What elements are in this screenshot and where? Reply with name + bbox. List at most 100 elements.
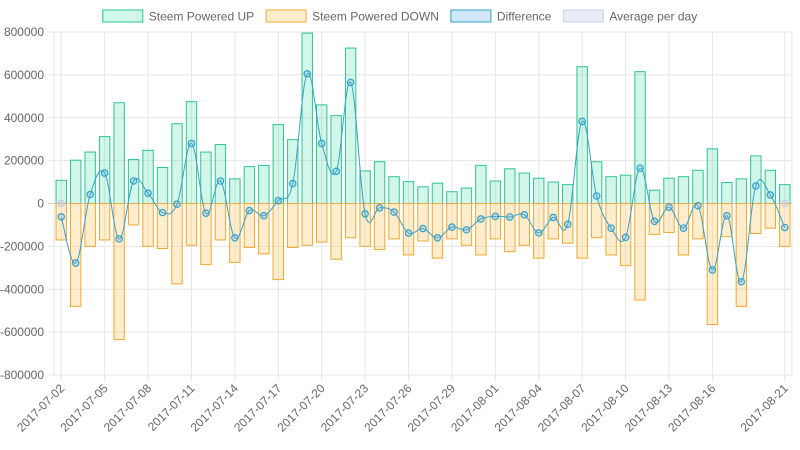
bar[interactable] [156,203,169,250]
data-point[interactable] [187,139,196,148]
data-point[interactable] [332,167,340,176]
bar[interactable] [417,186,429,204]
data-point[interactable] [57,199,66,208]
bar[interactable] [706,203,719,326]
legend-item[interactable]: Steem Powered DOWN [265,9,439,24]
bar[interactable] [69,159,82,204]
bar[interactable] [344,47,357,204]
data-point[interactable] [650,217,659,226]
bar[interactable] [504,168,516,205]
bar[interactable] [721,203,733,238]
data-point[interactable] [158,208,167,217]
data-point[interactable] [144,189,152,198]
bar[interactable] [113,102,125,204]
bar[interactable] [69,203,82,307]
data-point[interactable] [115,235,123,243]
data-point[interactable] [57,212,66,221]
data-point[interactable] [202,209,210,217]
data-point[interactable] [665,203,673,211]
bar[interactable] [359,203,371,247]
data-point[interactable] [723,211,731,220]
data-point[interactable] [592,192,601,200]
bar[interactable] [330,203,342,260]
bar[interactable] [460,203,473,246]
bar[interactable] [84,203,96,247]
data-point[interactable] [462,226,471,234]
data-point[interactable] [260,211,268,220]
data-point[interactable] [506,213,514,221]
bar[interactable] [692,203,704,240]
bar[interactable] [518,203,531,246]
data-point[interactable] [636,164,644,172]
bar[interactable] [98,203,111,241]
bar[interactable] [373,203,386,251]
bar[interactable] [55,203,67,241]
data-point[interactable] [578,117,586,126]
data-point[interactable] [129,177,138,185]
data-point[interactable] [173,200,181,208]
bar[interactable] [489,180,502,205]
data-point[interactable] [780,199,789,208]
bar[interactable] [692,169,704,205]
bar[interactable] [301,203,313,246]
bar[interactable] [677,203,690,256]
bar[interactable] [388,176,400,204]
bar[interactable] [605,176,617,204]
bar[interactable] [330,115,342,204]
bar[interactable] [764,203,777,229]
bar[interactable] [200,151,212,205]
bar[interactable] [721,181,733,205]
bar[interactable] [272,203,285,281]
bar[interactable] [446,203,458,240]
data-point[interactable] [534,229,543,237]
bar[interactable] [402,181,415,204]
bar[interactable] [229,178,241,205]
data-point[interactable] [346,78,355,87]
bar[interactable] [258,164,270,204]
bar[interactable] [214,144,227,204]
bar[interactable] [648,189,661,205]
bar[interactable] [634,203,646,301]
data-point[interactable] [216,177,225,185]
bar[interactable] [504,203,516,253]
data-point[interactable] [86,190,94,199]
data-point[interactable] [375,203,384,212]
bar[interactable] [156,166,169,204]
data-point[interactable] [303,70,312,78]
bar[interactable] [214,203,227,241]
data-point[interactable] [100,169,109,177]
data-point[interactable] [621,233,630,242]
bar[interactable] [619,174,632,204]
bar[interactable] [315,203,328,243]
bar[interactable] [663,177,675,204]
legend-item[interactable]: Average per day [562,9,697,24]
legend[interactable]: Steem Powered UP Steem Powered DOWN Differ… [102,9,697,24]
bar[interactable] [533,177,545,204]
bar[interactable] [243,166,256,205]
bar[interactable] [185,203,198,246]
bar[interactable] [634,71,646,204]
bar[interactable] [475,203,487,256]
data-point[interactable] [361,209,369,218]
bar[interactable] [489,203,502,240]
data-point[interactable] [694,201,702,210]
data-point[interactable] [780,223,789,232]
bar[interactable] [590,203,603,239]
bar[interactable] [301,32,313,205]
bar[interactable] [402,203,415,256]
data-point[interactable] [549,213,558,222]
bar[interactable] [677,176,690,204]
data-point[interactable] [288,179,297,188]
bar[interactable] [576,203,588,259]
data-point[interactable] [274,196,283,205]
bar[interactable] [373,161,386,204]
data-point[interactable] [752,182,760,190]
data-point[interactable] [448,223,456,231]
bar[interactable] [706,148,719,205]
data-point[interactable] [563,220,572,229]
legend-item[interactable]: Difference [450,9,552,24]
data-point[interactable] [607,224,615,232]
bar[interactable] [272,124,285,204]
data-point[interactable] [317,139,326,148]
data-point[interactable] [708,266,717,274]
